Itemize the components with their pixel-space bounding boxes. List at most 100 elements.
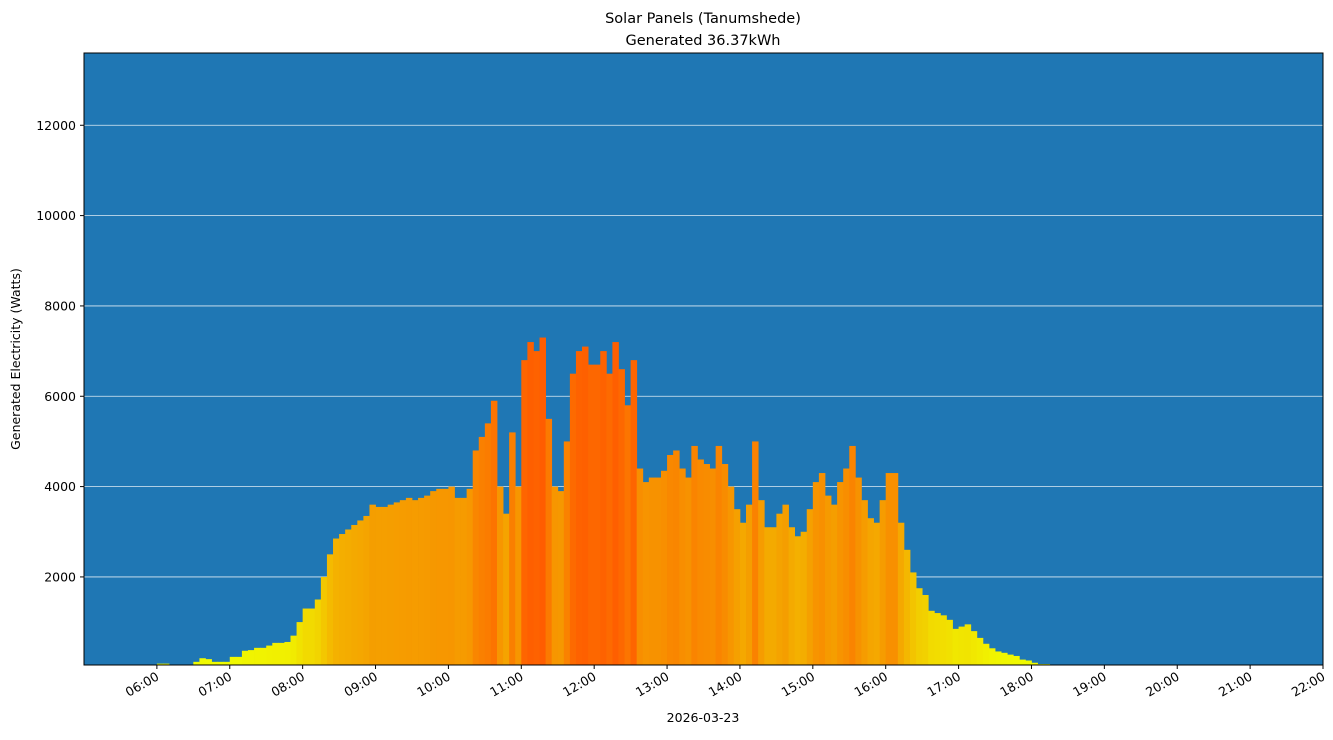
bar (369, 504, 376, 665)
bar (891, 473, 899, 665)
x-axis: 06:00 07:00 08:00 09:00 10:00 11:00 12:00 13:00… (123, 665, 1328, 700)
bar (411, 500, 419, 665)
bar (229, 656, 237, 665)
bar (879, 500, 887, 665)
bar (314, 599, 322, 665)
bar (916, 588, 923, 665)
bar (339, 534, 346, 665)
bar (156, 663, 164, 665)
bar (746, 504, 753, 665)
bar (284, 641, 291, 665)
bar (254, 647, 261, 665)
bar (946, 619, 953, 665)
bar (897, 522, 905, 665)
bar (235, 656, 243, 665)
bar (333, 538, 340, 665)
bar (867, 518, 874, 665)
bar (667, 454, 674, 665)
bar (217, 661, 225, 665)
bar (533, 351, 540, 665)
bar (970, 631, 978, 665)
bar (636, 468, 644, 665)
bar (436, 488, 443, 665)
x-tick-label: 16:00 (852, 669, 891, 700)
bar (697, 459, 704, 665)
bar (448, 486, 455, 665)
bar (308, 608, 316, 665)
bar (1019, 659, 1026, 665)
bar (982, 643, 990, 665)
bar (922, 594, 929, 665)
bar (806, 509, 814, 665)
bar (247, 650, 255, 665)
x-tick-label: 20:00 (1143, 669, 1182, 700)
y-tick-label: 8000 (44, 298, 76, 313)
bar (472, 450, 480, 665)
bar (624, 405, 632, 665)
bar (418, 497, 425, 665)
bar (873, 522, 881, 665)
bar (345, 529, 352, 665)
bar (673, 450, 680, 665)
bar (588, 364, 595, 665)
bar (272, 642, 279, 665)
bar (721, 464, 729, 665)
chart-subtitle: Generated 36.37kWh (626, 33, 781, 49)
bar (654, 477, 662, 665)
bar (600, 351, 607, 665)
bar (940, 615, 947, 665)
bar (824, 495, 832, 665)
bar (302, 608, 310, 665)
x-tick-label: 13:00 (633, 669, 672, 700)
bar (223, 661, 231, 665)
bar (399, 500, 407, 665)
bar (685, 477, 692, 665)
bar (739, 522, 747, 665)
bar (843, 468, 850, 665)
x-tick-label: 07:00 (196, 669, 235, 700)
bar (988, 648, 996, 665)
x-tick-label: 06:00 (123, 669, 162, 700)
bar (1001, 652, 1008, 665)
bar (995, 651, 1002, 665)
bar (211, 661, 219, 665)
bar (393, 502, 401, 665)
bar (454, 497, 461, 665)
bar (430, 491, 437, 665)
y-tick-label: 10000 (36, 208, 76, 223)
bar (326, 554, 334, 665)
bar (521, 360, 528, 665)
bar (606, 373, 613, 665)
plot-frame (83, 52, 1324, 666)
x-tick-label: 11:00 (487, 669, 526, 700)
bar (575, 351, 583, 665)
y-tick-label: 6000 (44, 389, 76, 404)
bar (381, 506, 389, 665)
y-tick-label: 4000 (44, 479, 76, 494)
bar (861, 500, 868, 665)
bar (642, 482, 650, 665)
bar (910, 572, 917, 665)
bar (800, 531, 808, 665)
bar (296, 622, 304, 665)
x-tick-label: 18:00 (997, 669, 1036, 700)
bar (812, 482, 820, 665)
y-tick-label: 12000 (36, 118, 76, 133)
bar (290, 635, 297, 665)
bar (162, 663, 170, 665)
bar (612, 342, 619, 665)
bar (582, 346, 589, 665)
bar (557, 491, 565, 665)
bar (679, 468, 686, 665)
bar (205, 659, 212, 665)
bar (563, 441, 571, 665)
bar (648, 477, 656, 665)
bar (509, 432, 516, 665)
x-axis-label: 2026-03-23 (667, 710, 740, 725)
x-tick-label: 15:00 (779, 669, 818, 700)
bar (551, 486, 559, 665)
bar (849, 445, 856, 665)
x-tick-label: 21:00 (1216, 669, 1255, 700)
x-tick-label: 19:00 (1070, 669, 1109, 700)
